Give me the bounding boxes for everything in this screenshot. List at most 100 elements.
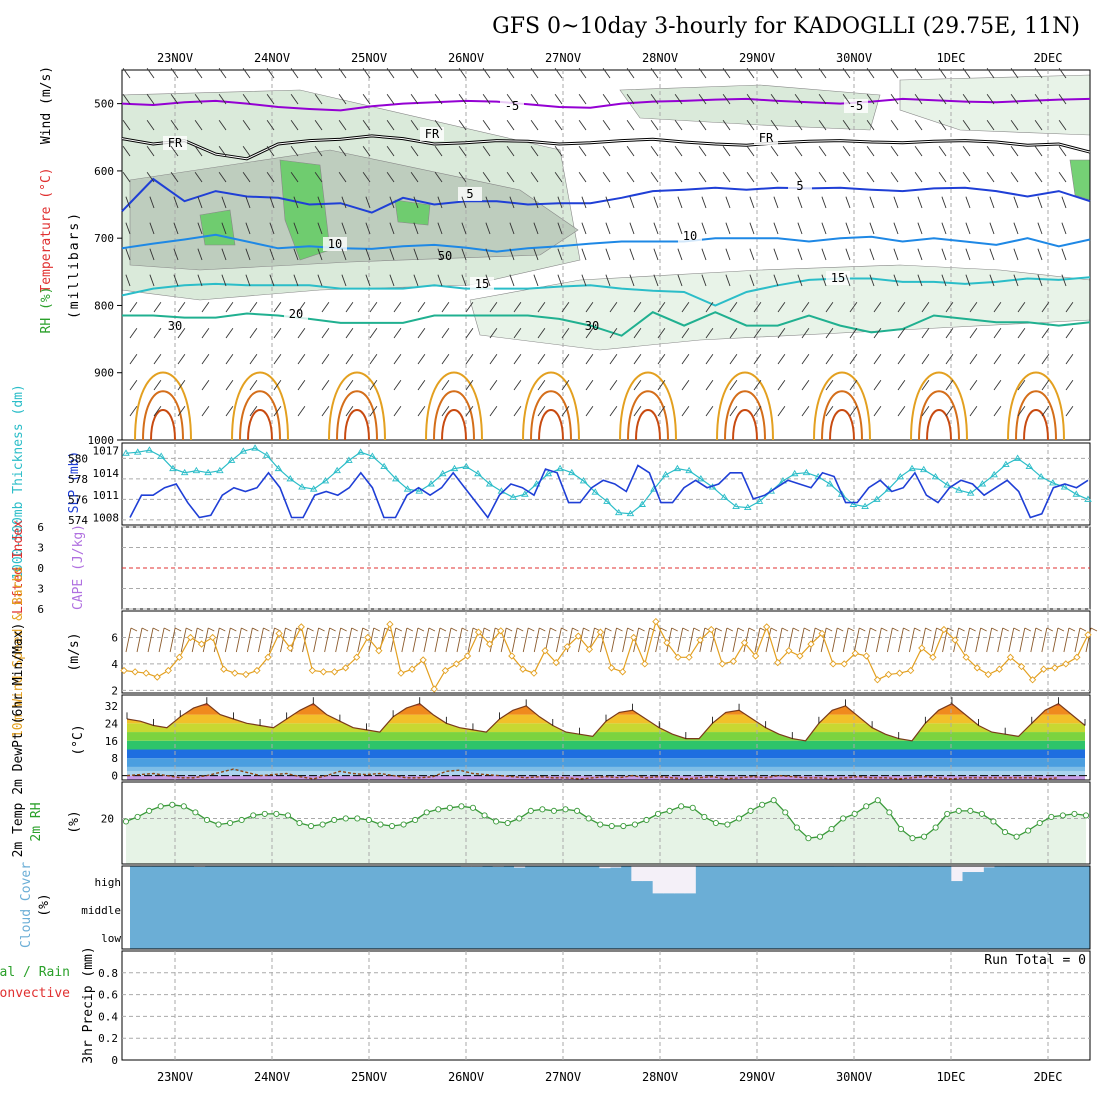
thickness-point — [474, 469, 482, 477]
wind-barb — [266, 145, 275, 157]
thickness-point — [873, 495, 881, 502]
wind-barb — [681, 301, 690, 313]
wind-barb — [629, 274, 635, 287]
wind-barb — [218, 67, 227, 79]
wind-barb-10m — [500, 627, 513, 653]
warm-contour — [635, 409, 661, 441]
date-label: 26NOV — [448, 51, 484, 65]
thickness-point — [626, 509, 635, 517]
wind-barb — [197, 274, 203, 287]
wind-barb — [146, 67, 155, 79]
wind-speed-point — [386, 620, 394, 628]
wind-barb — [893, 222, 899, 235]
wind-barb — [201, 379, 210, 391]
wind-barb — [701, 222, 707, 235]
wind-barb — [1010, 145, 1019, 157]
wind-barb — [986, 67, 995, 79]
slp-tick-label: 1008 — [93, 512, 120, 525]
wind-barb — [537, 301, 546, 313]
date-label: 27NOV — [545, 51, 581, 65]
thickness-point — [262, 451, 271, 458]
wind-barb — [537, 405, 546, 417]
wind-barb — [722, 67, 731, 79]
temp-tick-label: 16 — [105, 735, 118, 748]
wind-10m-frame — [121, 610, 1091, 694]
wind-barb — [797, 222, 803, 235]
wind-speed-point — [197, 640, 206, 648]
temp-band — [127, 703, 1085, 706]
wind-barb — [1058, 119, 1067, 131]
rh-point — [122, 818, 130, 825]
wind-barb-10m — [357, 627, 369, 653]
slp-axis-label: SLP (mb) — [67, 451, 82, 514]
wind-barb — [297, 405, 306, 417]
wind-barb — [602, 67, 611, 79]
wind-barb — [413, 222, 419, 235]
wind-barb — [197, 222, 203, 235]
rh-point — [446, 804, 453, 811]
rh-point — [493, 818, 500, 825]
wind-barb — [393, 327, 402, 339]
wind-barb — [410, 145, 419, 157]
wind-barb — [705, 327, 714, 339]
wind-barb — [701, 248, 707, 261]
wind-speed-point — [242, 670, 250, 679]
wind-speed-point — [851, 649, 859, 657]
thickness-point — [345, 456, 353, 463]
wind-barb — [537, 379, 546, 391]
wind-barb-10m — [1085, 627, 1098, 653]
wind-speed-point — [563, 643, 571, 651]
wind-barb — [657, 327, 666, 339]
thickness-point — [673, 464, 682, 472]
thickness-point — [122, 449, 130, 456]
wind-axis-label: Wind (m/s) — [39, 66, 54, 144]
wind-barb — [266, 67, 275, 79]
wind-speed-point — [652, 617, 660, 626]
wind-barb — [321, 379, 330, 391]
thickness-point — [333, 466, 341, 474]
warm-contour — [821, 390, 863, 441]
wind-barb — [242, 171, 251, 183]
wind-barb — [825, 353, 834, 365]
wind-barb — [321, 301, 330, 313]
wind-barb — [989, 248, 995, 261]
wind-barb — [897, 353, 906, 365]
wind-barb — [629, 222, 635, 235]
wind-barb — [225, 353, 234, 365]
wind-barb-10m — [666, 627, 678, 653]
precip-axis-label: 3hr Precip (mm) — [81, 946, 96, 1063]
wind-10m-units: (m/s) — [67, 632, 82, 671]
wind-barb-10m — [555, 627, 568, 653]
wind-barb — [681, 327, 690, 339]
rh-point — [620, 822, 627, 830]
rh-point — [909, 835, 916, 842]
thickness-point — [697, 475, 705, 482]
rh-point — [932, 824, 939, 831]
wind-barb — [866, 119, 875, 131]
wind-barb — [434, 119, 443, 131]
wind-barb — [249, 353, 258, 365]
rh-point — [759, 801, 766, 808]
thickness-point — [392, 475, 400, 482]
wind-barb — [393, 405, 402, 417]
wind-barb — [170, 67, 179, 79]
wind-barb — [465, 379, 474, 391]
wind-barb — [314, 171, 323, 183]
wind-barb — [749, 248, 755, 261]
warm-contour — [247, 409, 273, 441]
wind-barb — [629, 196, 635, 209]
date-label: 2DEC — [1034, 1070, 1063, 1084]
stability-panel: Lifted Index CAPE (J/kg) 6 3 0 3 6 — [11, 520, 1091, 616]
wind-speed-point — [751, 652, 760, 660]
wind-speed-point — [552, 658, 560, 667]
temp-band — [127, 775, 1085, 780]
wind-speed-point — [718, 660, 726, 668]
warm-contour — [1007, 371, 1065, 441]
wind-barb — [561, 327, 570, 339]
wind-barb — [489, 405, 498, 417]
wind-barb — [269, 248, 275, 261]
wind-barb-10m — [798, 627, 811, 653]
wind-barb — [921, 379, 930, 391]
wind-barb — [890, 93, 899, 105]
wind-barb — [969, 353, 978, 365]
